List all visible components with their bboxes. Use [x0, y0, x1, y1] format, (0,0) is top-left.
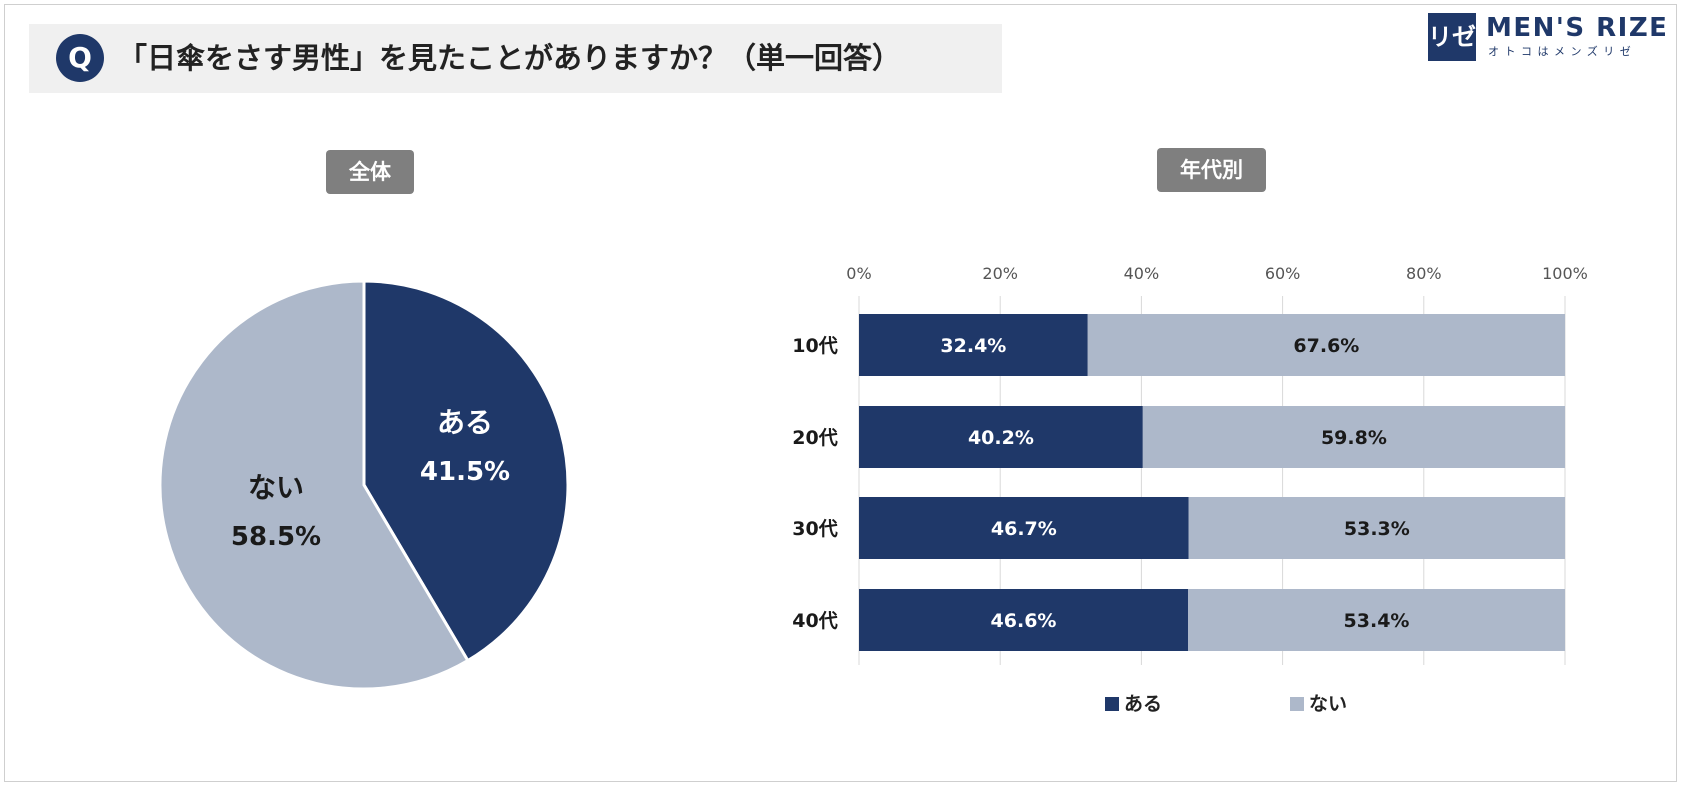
age-section-label: 年代別	[1157, 148, 1266, 192]
overall-section-label: 全体	[326, 150, 414, 194]
bar-value-label: 53.3%	[1344, 518, 1410, 540]
x-tick-label: 80%	[1406, 264, 1442, 283]
bar-segment-aru	[859, 314, 1088, 376]
x-tick-label: 0%	[846, 264, 871, 283]
question-bar	[29, 24, 1002, 93]
legend-label-aru: ある	[1124, 693, 1163, 715]
category-label: 40代	[792, 610, 837, 632]
bar-segment-nai	[1187, 589, 1565, 651]
bar-value-label: 46.6%	[991, 610, 1057, 632]
legend-swatch-nai	[1290, 697, 1304, 711]
x-tick-label: 60%	[1265, 264, 1301, 283]
logo-name: MEN'S RIZE	[1486, 13, 1669, 43]
pie-label-nai: ない	[248, 471, 304, 504]
pie-label-aru: ある	[437, 406, 493, 439]
pie-slice-aru	[362, 279, 570, 663]
legend-item-aru: ある	[1105, 692, 1162, 716]
category-label: 20代	[792, 427, 837, 449]
pie-slice-nai	[158, 279, 470, 691]
bar-segment-nai	[1087, 314, 1565, 376]
bar-value-label: 53.4%	[1344, 610, 1410, 632]
bar-segment-aru	[859, 497, 1189, 559]
bar-value-label: 32.4%	[940, 335, 1006, 357]
legend-swatch-aru	[1105, 697, 1119, 711]
bar-segment-aru	[859, 589, 1188, 651]
pie-value-aru: 41.5%	[420, 457, 510, 487]
question-badge: Q	[56, 34, 104, 82]
bar-segment-nai	[1188, 497, 1565, 559]
x-tick-label: 100%	[1542, 264, 1588, 283]
category-label: 10代	[792, 335, 837, 357]
category-label: 30代	[792, 518, 837, 540]
bar-segment-aru	[859, 406, 1143, 468]
bar-value-label: 59.8%	[1321, 427, 1387, 449]
bar-segment-nai	[1142, 406, 1565, 468]
x-tick-label: 40%	[1124, 264, 1160, 283]
pie-value-nai: 58.5%	[231, 522, 321, 552]
bar-value-label: 46.7%	[991, 518, 1057, 540]
brand-logo: リゼ MEN'S RIZE オトコはメンズリゼ	[1428, 13, 1668, 61]
question-title: 「日傘をさす男性」を見たことがありますか？（単一回答）	[118, 41, 902, 75]
bar-value-label: 40.2%	[968, 427, 1034, 449]
chart-frame	[4, 4, 1677, 782]
bar-value-label: 67.6%	[1293, 335, 1359, 357]
legend-item-nai: ない	[1290, 692, 1347, 716]
logo-mark: リゼ	[1428, 13, 1476, 61]
x-tick-label: 20%	[982, 264, 1018, 283]
logo-tagline: オトコはメンズリゼ	[1488, 45, 1637, 58]
legend-label-nai: ない	[1309, 693, 1348, 715]
